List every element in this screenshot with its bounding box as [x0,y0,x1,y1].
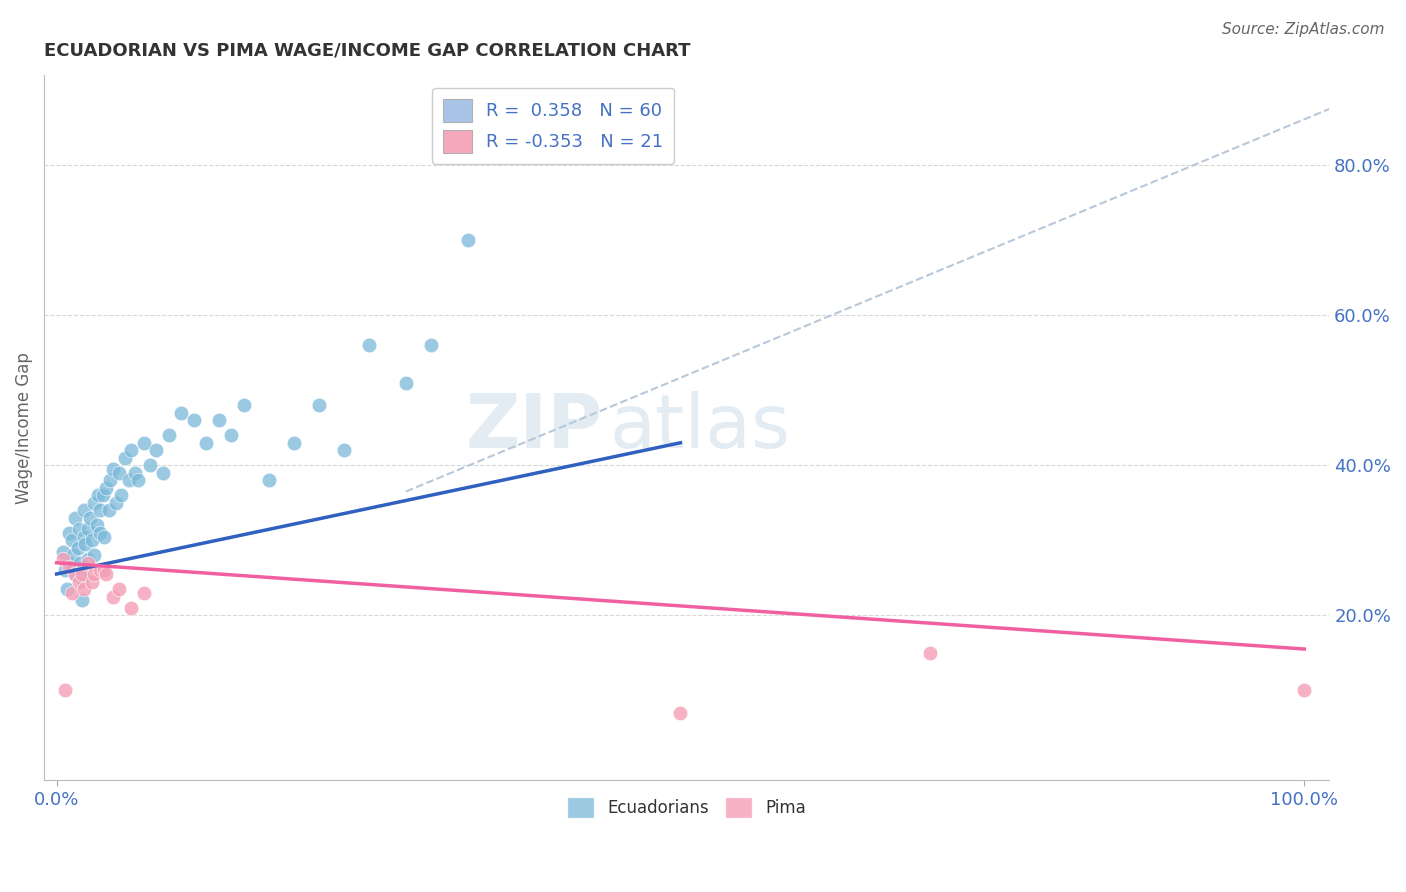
Point [108,466,131,480]
Point [170,406,193,420]
Point [86,518,108,533]
Point [232,398,254,412]
Point [60,586,83,600]
Legend: Ecuadorians, Pima: Ecuadorians, Pima [561,790,813,825]
Point [89,503,111,517]
Point [55,582,77,596]
Point [98,503,121,517]
Point [75,537,97,551]
Point [157,428,180,442]
Text: ECUADORIAN VS PIMA WAGE/INCOME GAP CORRELATION CHART: ECUADORIAN VS PIMA WAGE/INCOME GAP CORRE… [44,42,690,60]
Point [183,413,205,427]
Point [87,488,110,502]
Point [69,556,91,570]
Point [93,529,115,543]
Point [67,574,90,589]
Point [110,488,132,502]
Point [89,525,111,540]
Point [308,398,330,412]
Point [58,559,80,574]
Point [145,443,167,458]
Point [66,541,89,555]
Point [357,338,380,352]
Point [80,574,103,589]
Point [114,450,136,465]
Point [105,496,128,510]
Point [80,533,103,548]
Point [58,556,80,570]
Point [65,567,87,582]
Point [76,556,98,570]
Point [83,496,105,510]
Point [257,473,280,487]
Point [132,586,155,600]
Point [120,600,142,615]
Point [1294,683,1316,698]
Point [60,533,83,548]
Point [79,510,101,524]
Point [76,522,98,536]
Point [283,435,305,450]
Point [73,529,96,543]
Text: Source: ZipAtlas.com: Source: ZipAtlas.com [1222,22,1385,37]
Point [53,683,76,698]
Point [219,428,242,442]
Point [139,458,162,473]
Point [118,473,141,487]
Point [152,466,174,480]
Point [395,376,418,390]
Point [96,481,118,495]
Point [70,571,93,585]
Point [76,552,98,566]
Point [70,567,93,582]
Point [89,563,111,577]
Point [108,582,131,596]
Point [120,443,142,458]
Point [96,567,118,582]
Point [195,435,218,450]
Point [52,544,75,558]
Point [62,548,84,562]
Point [457,233,479,247]
Point [65,567,87,582]
Point [67,522,90,536]
Point [53,563,76,577]
Point [83,548,105,562]
Point [98,473,121,487]
Text: atlas: atlas [610,392,790,464]
Y-axis label: Wage/Income Gap: Wage/Income Gap [15,351,32,504]
Point [52,552,75,566]
Point [65,510,87,524]
Point [127,473,149,487]
Point [124,466,146,480]
Point [83,567,105,582]
Point [132,435,155,450]
Point [91,488,114,502]
Point [918,646,941,660]
Point [101,590,124,604]
Point [669,706,692,720]
Point [101,462,124,476]
Point [419,338,441,352]
Point [332,443,354,458]
Point [208,413,231,427]
Text: ZIP: ZIP [465,392,603,464]
Point [93,563,115,577]
Point [73,582,96,596]
Point [70,593,93,607]
Point [58,525,80,540]
Point [73,503,96,517]
